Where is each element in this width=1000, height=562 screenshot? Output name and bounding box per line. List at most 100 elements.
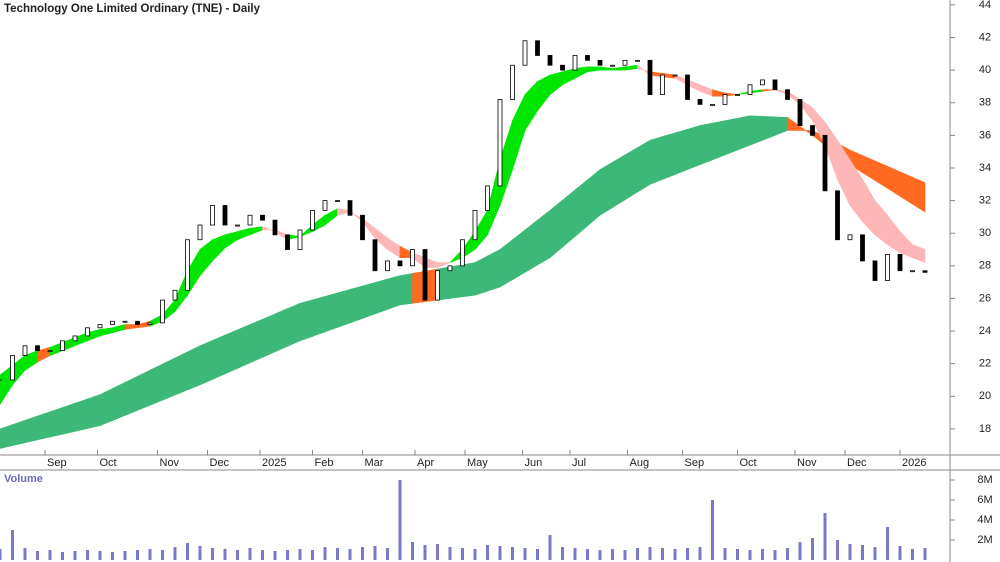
volume-bar [448, 547, 452, 560]
price-candle [497, 99, 503, 187]
price-candle [322, 200, 328, 211]
price-candle [160, 299, 165, 324]
volume-bar [148, 549, 152, 560]
y-tick-label: 22 [979, 358, 991, 370]
y-tick-label: 40 [979, 64, 991, 76]
slow-band [262, 313, 276, 358]
volume-bar [86, 550, 89, 560]
slow-band [662, 132, 676, 180]
price-candle [97, 324, 103, 329]
volume-bar [348, 549, 352, 560]
price-candle [685, 74, 690, 100]
slow-band [312, 296, 326, 337]
price-candle [172, 289, 178, 301]
x-tick-label: May [467, 457, 488, 469]
price-candle [122, 320, 128, 323]
price-candle [635, 59, 640, 62]
volume-bar [98, 551, 102, 560]
price-candle [547, 55, 553, 66]
price-candle [585, 55, 590, 61]
price-candle [10, 355, 15, 381]
slow-band [612, 154, 626, 209]
fast-band [912, 244, 926, 264]
slow-band [687, 125, 701, 171]
x-tick-label: Jun [525, 457, 543, 469]
x-tick-label: Nov [797, 457, 817, 469]
volume-bar [211, 548, 214, 560]
slow-band [112, 381, 126, 421]
volume-bar [648, 547, 652, 560]
price-candle [522, 40, 528, 66]
slow-band [137, 369, 151, 411]
volume-bar [886, 527, 889, 560]
price-candle [710, 103, 715, 106]
fast-band [437, 262, 451, 268]
slow-band [37, 411, 51, 441]
slow-band [287, 302, 301, 347]
x-tick-label: Jul [572, 457, 586, 469]
price-candle [885, 254, 890, 281]
x-tick-label: Dec [847, 457, 867, 469]
slow-band [912, 176, 926, 213]
price-candle [647, 59, 653, 95]
slow-band [249, 318, 263, 364]
slow-band [174, 351, 188, 396]
x-tick-label: Oct [100, 457, 117, 469]
price-candle [897, 254, 903, 272]
price-candle [697, 99, 703, 105]
price-candle [22, 345, 28, 356]
volume-bar [598, 550, 602, 560]
volume-bar [111, 552, 114, 560]
price-candle [847, 234, 853, 241]
price-candle [335, 200, 340, 202]
volume-bar [573, 548, 577, 560]
price-candle [447, 265, 453, 272]
slow-band [462, 262, 476, 298]
fast-band [762, 89, 776, 92]
price-candle [747, 84, 753, 95]
volume-bar [423, 545, 427, 560]
price-candle [722, 94, 728, 105]
price-candle [185, 239, 190, 291]
y-tick-label: 44 [979, 0, 991, 11]
y-tick-label: 24 [979, 325, 991, 337]
y-tick-label: 34 [979, 162, 991, 174]
slow-band [299, 299, 313, 342]
price-candle [822, 134, 828, 192]
price-candle [435, 270, 440, 301]
slow-band [187, 345, 201, 391]
volume-bar [786, 548, 789, 560]
slow-band [49, 407, 63, 438]
price-candle [535, 40, 540, 56]
volume-bar [723, 548, 727, 560]
x-tick-label: 2026 [902, 457, 926, 469]
slow-band [549, 199, 563, 259]
price-candle [610, 64, 615, 67]
price-candle [397, 260, 403, 267]
price-candle [360, 214, 365, 241]
x-tick-label: Sep [685, 457, 705, 469]
price-candle [597, 59, 603, 66]
volume-bar [198, 546, 202, 560]
price-candle [147, 322, 153, 325]
price-candle [72, 335, 78, 342]
volume-bar [848, 544, 852, 560]
volume-bar [773, 550, 777, 560]
volume-bar [586, 549, 589, 560]
volume-bar [223, 549, 227, 560]
volume-bar [536, 549, 539, 560]
y-tick-label: 26 [979, 292, 991, 304]
price-candle [660, 74, 665, 95]
y-tick-label: 30 [979, 227, 991, 239]
y-tick-label: 8M [977, 474, 992, 486]
slow-band [124, 375, 138, 416]
volume-bar [486, 545, 489, 560]
y-tick-label: 20 [979, 390, 991, 402]
slow-band [199, 339, 213, 386]
volume-bar [61, 552, 64, 560]
volume-bar [823, 513, 827, 560]
volume-bar [48, 550, 52, 560]
volume-bar [911, 549, 914, 560]
slow-band [637, 139, 651, 193]
